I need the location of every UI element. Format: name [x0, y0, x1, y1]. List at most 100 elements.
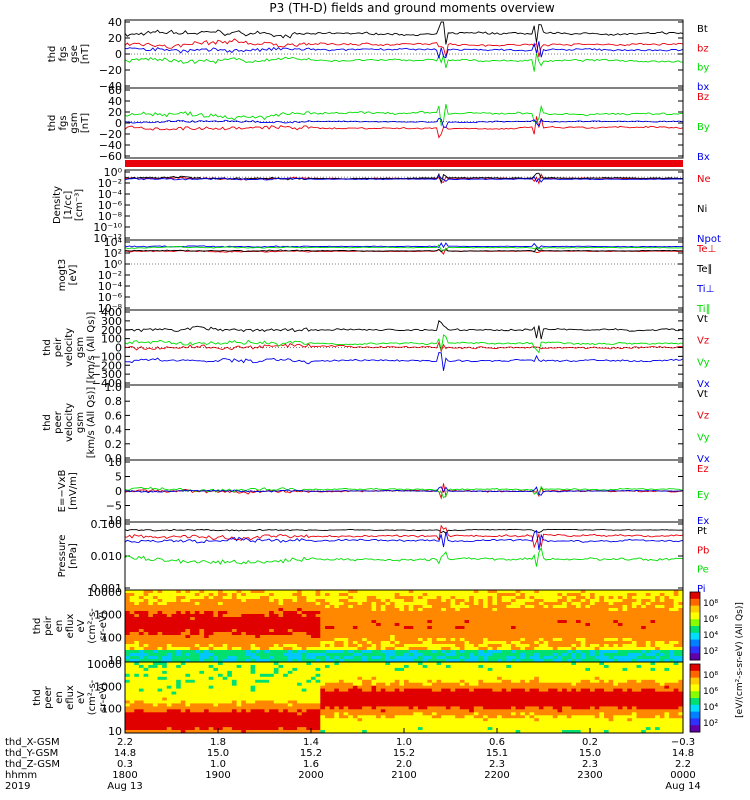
series-Vx	[124, 351, 684, 371]
x-row-value: 2200	[484, 770, 509, 781]
heatmap-cells	[125, 662, 684, 734]
y-tick-label: 10000	[87, 658, 122, 671]
series-Vy	[124, 334, 684, 354]
x-row-label: hhmm	[5, 770, 37, 781]
colorbar-tick-label: 10⁴	[703, 703, 718, 713]
x-row-value: 15.2	[393, 748, 415, 759]
legend-bz: bz	[697, 43, 709, 54]
y-tick-label: 10⁻⁴	[98, 188, 123, 201]
y-tick-label: 10⁰	[104, 258, 123, 271]
mode-flag-strip	[125, 160, 683, 167]
y-tick-label: −20	[99, 128, 122, 141]
legend-Ti∥: Ti∥	[696, 304, 711, 315]
colorbar-tick-label: 10⁸	[703, 599, 718, 609]
y-tick-label: 10000	[87, 586, 122, 599]
y-tick-label: −5	[106, 500, 122, 513]
y-tick-label: 200	[101, 324, 122, 337]
series-Vt	[125, 320, 684, 340]
y-tick-label: 10⁰	[104, 166, 123, 179]
x-row-value: 0.6	[489, 737, 505, 748]
legend-Pi: Pi	[697, 584, 706, 595]
y-tick-label: 100	[101, 333, 122, 346]
colorbar-tick-label: 10²	[703, 647, 718, 657]
series-bz	[124, 38, 684, 58]
colorbar-frame	[689, 591, 701, 661]
x-row-value: 2.0	[396, 759, 412, 770]
series-bx	[124, 41, 684, 59]
x-row-value: 0000	[670, 770, 695, 781]
y-tick-label: 100	[101, 631, 122, 644]
y-tick-label: 20	[108, 106, 122, 119]
x-row-value: 1.6	[303, 759, 319, 770]
legend-Vx: Vx	[697, 379, 710, 390]
y-axis-label: thdpeervelocitygsm[km/s (All Qs)]	[42, 387, 97, 459]
series-Ey	[124, 485, 684, 499]
y-axis-label: Pressure[nPa]	[57, 535, 79, 578]
colorbar-tick-label: 10⁸	[703, 671, 718, 681]
panel-frame	[124, 169, 684, 241]
y-tick-label: −200	[92, 359, 122, 372]
y-tick-label: 10	[108, 725, 122, 738]
y-axis-label: thdpeerenefluxeV(cm²-s-sr-eV)	[32, 679, 109, 715]
series-Bx	[124, 117, 684, 128]
x-row-value: 1.0	[210, 759, 226, 770]
legend-Te∥: Te∥	[696, 264, 713, 275]
legend-Vy: Vy	[697, 432, 710, 443]
colorbar-frame	[689, 663, 701, 733]
y-tick-label: 0	[115, 342, 122, 355]
panel-pressure: 0.100 0.010 0.001 Pressure[nPa] Pt Pb Pe Pi	[57, 518, 709, 595]
y-tick-label: 1.0	[105, 381, 123, 394]
colorbars: 10⁸ 10⁶ 10⁴ 10² 10⁸ 10⁶ 10⁴ 10² [eV/(cm²-s-sr-eV…	[689, 591, 745, 733]
heatmap-cells	[125, 590, 684, 663]
legend-by: by	[697, 63, 709, 74]
panel-frame	[124, 87, 684, 159]
y-tick-label: 40	[108, 95, 122, 108]
y-tick-label: 10²	[104, 247, 122, 260]
y-tick-label: 20	[108, 32, 122, 45]
legend-Vt: Vt	[697, 389, 708, 400]
legend-Pe: Pe	[697, 565, 709, 576]
y-axis-label: Density[1/cc][cm⁻³]	[52, 186, 85, 224]
x-row-value: 2300	[577, 770, 602, 781]
panel-peir_velocity: 4003002001000−100−200−300−400thdpeirvelo…	[42, 306, 710, 390]
x-row-value: 2.3	[582, 759, 598, 770]
legend-bx: bx	[697, 82, 709, 93]
series-By	[124, 103, 684, 127]
legend-Pb: Pb	[697, 545, 709, 556]
x-row-value: 2.3	[489, 759, 505, 770]
y-tick-label: 10⁻¹²	[93, 232, 122, 245]
legend-Vz: Vz	[697, 336, 709, 347]
y-tick-label: 10	[108, 456, 122, 469]
legend-By: By	[697, 122, 710, 133]
y-tick-label: −300	[92, 368, 122, 381]
y-tick-label: 1000	[94, 609, 122, 622]
y-axis-label: thdfgsgse[nT]	[47, 44, 91, 64]
colorbar-label: [eV/(cm²-s-sr-eV) (All Qs)]	[735, 602, 745, 718]
x-row-value: 2000	[298, 770, 323, 781]
y-tick-label: 0.8	[105, 395, 123, 408]
y-tick-label: −40	[99, 139, 122, 152]
colorbar-tick-label: 10⁶	[703, 687, 718, 697]
y-tick-label: 0.2	[105, 438, 123, 451]
series-Pi	[124, 529, 684, 551]
legend-Ez: Ez	[697, 464, 709, 475]
x-row-value: 1.0	[396, 737, 412, 748]
colorbar: 10⁸ 10⁶ 10⁴ 10²	[689, 591, 718, 661]
y-tick-label: 0.100	[91, 518, 123, 531]
colorbar-tick-label: 10²	[703, 719, 718, 729]
x-row-value: 0.2	[582, 737, 598, 748]
y-tick-label: 0.4	[105, 424, 123, 437]
y-axis-label: mogt3[eV]	[57, 259, 79, 292]
time-axis-labels: thd_X-GSM 2.2 1.8 1.4 1.0 0.6 0.2 −0.3 thd_Y-GSM…	[5, 728, 701, 792]
legend-Ti⊥: Ti⊥	[696, 284, 714, 295]
panel-frame	[124, 521, 684, 591]
series-Bz	[124, 116, 684, 139]
legend-Te⊥: Te⊥	[696, 244, 716, 255]
legend-Vy: Vy	[697, 357, 710, 368]
y-tick-label: 10⁻⁴	[98, 280, 123, 293]
series-Pe	[124, 546, 684, 567]
x-row-value: 2.2	[675, 759, 691, 770]
